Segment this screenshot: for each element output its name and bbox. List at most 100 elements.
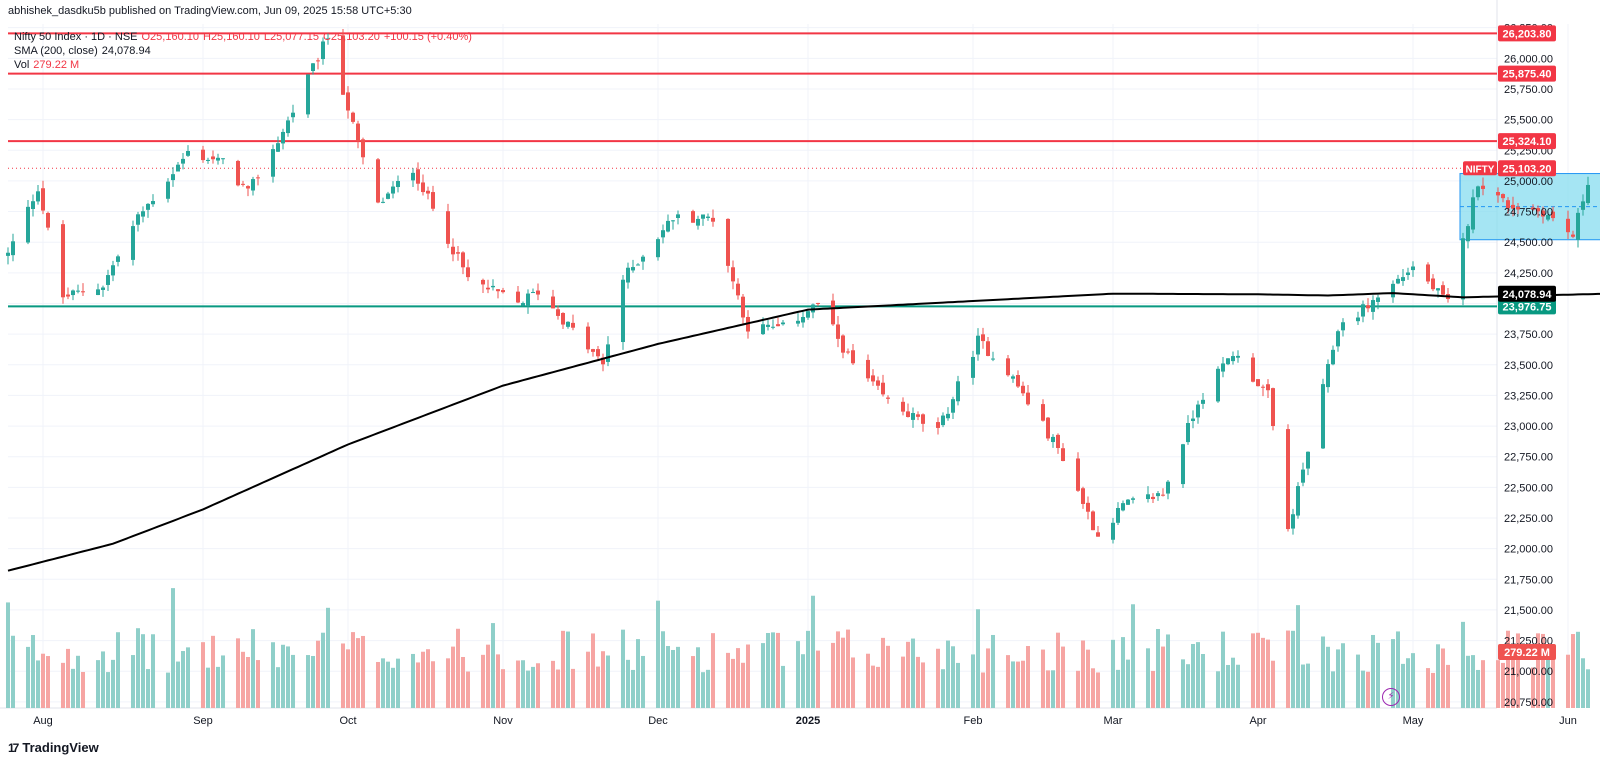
volume-bar	[626, 659, 630, 708]
candle-body	[456, 252, 460, 254]
volume-bar	[351, 632, 355, 708]
volume-bar	[361, 635, 365, 708]
candle-body	[916, 414, 920, 417]
volume-bar	[671, 649, 675, 708]
y-axis[interactable]: 20,750.0021,000.0021,250.0021,500.0021,7…	[1504, 23, 1553, 709]
volume-bar	[941, 669, 945, 708]
volume-bar	[676, 646, 680, 708]
lightning-icon[interactable]: ⚡	[1382, 688, 1400, 706]
candle-body	[1441, 285, 1445, 295]
volume-bar	[841, 637, 845, 708]
candle-body	[326, 38, 330, 40]
volume-bar	[1546, 653, 1550, 708]
volume-bar	[491, 623, 495, 708]
volume-bar	[1131, 604, 1135, 708]
volume-bar	[176, 661, 180, 708]
volume-bar	[1406, 658, 1410, 708]
candle-body	[836, 324, 840, 339]
volume-bar	[186, 647, 190, 708]
volume-bar	[1121, 637, 1125, 708]
y-tick-label: 21,750.00	[1504, 574, 1553, 586]
volume-bar	[1196, 642, 1200, 708]
volume-bar	[1531, 667, 1535, 708]
candle-body	[1051, 436, 1055, 443]
candle-body	[1236, 355, 1240, 358]
volume-bar	[1146, 648, 1150, 708]
volume-bar	[1261, 637, 1265, 708]
x-axis[interactable]: AugSepOctNovDec2025FebMarAprMayJunJul	[33, 715, 1600, 727]
volume-bar	[1426, 668, 1430, 708]
candle-body	[1161, 494, 1165, 496]
volume-bar	[446, 658, 450, 708]
volume-bar	[316, 640, 320, 708]
volume-bar	[416, 662, 420, 708]
candle-body	[311, 63, 315, 72]
volume-bar	[866, 653, 870, 708]
volume-bar	[1376, 642, 1380, 708]
last-price-tag: 25,103.20	[1503, 163, 1552, 175]
candle-body	[166, 181, 170, 199]
y-tick-label: 26,000.00	[1504, 53, 1553, 65]
candle-body	[1376, 297, 1380, 302]
volume-bar	[631, 669, 635, 708]
volume-bar	[1156, 628, 1160, 708]
y-tick-label: 22,000.00	[1504, 544, 1553, 556]
volume-bar	[1576, 631, 1580, 708]
volume-bar	[116, 632, 120, 708]
volume-bar	[1461, 621, 1465, 708]
publisher-line: abhishek_dasdku5b published on TradingVi…	[8, 5, 412, 17]
candle-body	[1401, 277, 1405, 281]
y-tick-label: 23,750.00	[1504, 329, 1553, 341]
volume-bar	[486, 644, 490, 708]
volume-bar	[806, 630, 810, 708]
candle-body	[106, 275, 110, 285]
candle-body	[666, 220, 670, 232]
candle-body	[101, 287, 105, 290]
candle-body	[761, 324, 765, 335]
candle-body	[421, 182, 425, 193]
candle-body	[386, 193, 390, 199]
volume-bar	[656, 600, 660, 708]
volume-bar	[661, 631, 665, 708]
candle-body	[621, 279, 625, 343]
volume-bar	[946, 640, 950, 708]
volume-bar	[151, 634, 155, 708]
candle-body	[1156, 493, 1160, 497]
volume-bar	[41, 653, 45, 708]
candle-body	[1111, 522, 1115, 540]
volume-bar	[801, 654, 805, 708]
volume-bar	[1366, 671, 1370, 708]
volume-bar	[1216, 671, 1220, 708]
volume-bar	[1041, 649, 1045, 708]
candle-body	[1536, 208, 1540, 212]
volume-bar	[746, 644, 750, 708]
y-tick-label: 22,750.00	[1504, 452, 1553, 464]
candle-body	[1076, 458, 1080, 491]
legend-sma-row[interactable]: SMA (200, close) 24,078.94	[14, 44, 472, 58]
volume-bar	[276, 667, 280, 708]
volume-bar	[1341, 643, 1345, 708]
candle-body	[1286, 429, 1290, 530]
volume-bar	[766, 632, 770, 708]
volume-bar	[571, 668, 575, 708]
candle-body	[1251, 357, 1255, 382]
tradingview-logo[interactable]: 17 TradingView	[8, 740, 99, 755]
candle-body	[31, 201, 35, 210]
volume-bar	[691, 656, 695, 708]
candle-body	[491, 285, 495, 288]
candle-body	[1256, 379, 1260, 387]
candle-body	[941, 415, 945, 426]
volume-bar	[951, 646, 955, 708]
candle-body	[706, 216, 710, 218]
volume-bar	[851, 657, 855, 708]
legend-vol-row[interactable]: Vol 279.22 M	[14, 58, 472, 72]
volume-bar	[256, 660, 260, 708]
y-tick-label: 23,250.00	[1504, 390, 1553, 402]
volume-bar	[916, 656, 920, 708]
candle-body	[1196, 404, 1200, 418]
candle-body	[341, 35, 345, 95]
candle-body	[1501, 194, 1505, 199]
y-tick-label: 25,500.00	[1504, 115, 1553, 127]
volume-bar	[831, 642, 835, 708]
